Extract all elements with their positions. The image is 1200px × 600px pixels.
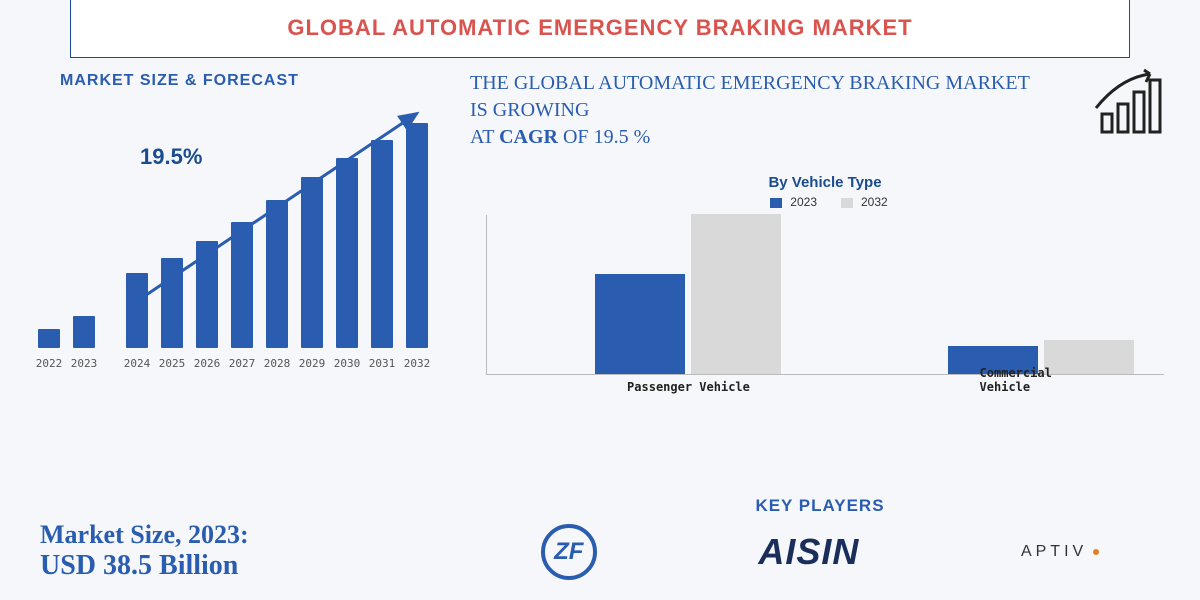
forecast-bar [266, 200, 288, 348]
forecast-year-label: 2024 [124, 357, 151, 370]
right-column: THE GLOBAL AUTOMATIC EMERGENCY BRAKING M… [470, 70, 1180, 151]
market-size-value: USD 38.5 Billion [40, 550, 249, 582]
forecast-year-label: 2022 [36, 357, 63, 370]
forecast-bar [196, 241, 218, 348]
forecast-bar [38, 329, 60, 348]
market-size-block: Market Size, 2023: USD 38.5 Billion [40, 520, 249, 582]
key-players-section: KEY PLAYERS ZF AISIN APTIV [460, 496, 1180, 586]
vehicle-type-title: By Vehicle Type [470, 174, 1180, 191]
legend-item: 2032 [833, 195, 888, 209]
legend-swatch [841, 198, 853, 208]
forecast-bar [231, 222, 253, 348]
headline-of: OF [558, 126, 594, 148]
headline-prefix: THE GLOBAL AUTOMATIC EMERGENCY BRAKING M… [470, 72, 1029, 121]
headline-cagr: CAGR [499, 126, 558, 148]
header-banner: GLOBAL AUTOMATIC EMERGENCY BRAKING MARKE… [70, 0, 1130, 58]
page-title: GLOBAL AUTOMATIC EMERGENCY BRAKING MARKE… [287, 16, 912, 40]
forecast-year-label: 2032 [404, 357, 431, 370]
vehicle-type-plot: Passenger VehicleCommercial Vehicle [486, 215, 1164, 375]
aptiv-dot-icon [1093, 549, 1099, 555]
vehicle-type-legend: 2023 2032 [470, 195, 1180, 209]
vt-category-label: Commercial Vehicle [980, 366, 1103, 394]
forecast-year-label: 2027 [229, 357, 256, 370]
forecast-bar-chart: 19.5% 2022 2023 2024 2025 2026 2027 2028 2029 20… [20, 96, 450, 376]
forecast-bar [73, 316, 95, 348]
key-players-title: KEY PLAYERS [460, 496, 1180, 516]
forecast-year-label: 2028 [264, 357, 291, 370]
vt-category-label: Passenger Vehicle [627, 380, 750, 394]
forecast-year-label: 2031 [369, 357, 396, 370]
forecast-plot-area [38, 104, 446, 348]
forecast-bar [371, 140, 393, 348]
market-size-year: Market Size, 2023: [40, 520, 249, 550]
zf-logo: ZF [541, 524, 597, 580]
vt-bar-2023 [595, 274, 685, 374]
headline-text: THE GLOBAL AUTOMATIC EMERGENCY BRAKING M… [470, 70, 1030, 151]
forecast-bar [126, 273, 148, 348]
key-players-logos: ZF AISIN APTIV [460, 522, 1180, 582]
aptiv-text: APTIV [1021, 543, 1087, 560]
forecast-section-label: MARKET SIZE & FORECAST [60, 72, 450, 90]
legend-item: 2023 [762, 195, 817, 209]
legend-swatch [770, 198, 782, 208]
headline-percent: 19.5 % [594, 126, 651, 148]
forecast-bar [336, 158, 358, 348]
forecast-year-label: 2030 [334, 357, 361, 370]
forecast-year-label: 2026 [194, 357, 221, 370]
vehicle-type-chart: By Vehicle Type 2023 2032 Passenger Vehic… [470, 174, 1180, 394]
aisin-logo: AISIN [758, 531, 859, 573]
growth-arrow-icon [1090, 68, 1170, 143]
vt-bar-2032 [691, 214, 781, 374]
aptiv-logo: APTIV [1021, 543, 1099, 561]
forecast-bar [161, 258, 183, 348]
forecast-bar [301, 177, 323, 348]
forecast-bar [406, 123, 428, 348]
forecast-growth-label: 19.5% [140, 144, 202, 170]
left-column: MARKET SIZE & FORECAST 19.5% 2022 2023 202… [20, 72, 450, 376]
forecast-year-label: 2029 [299, 357, 326, 370]
forecast-year-label: 2025 [159, 357, 186, 370]
headline-at: AT [470, 126, 499, 148]
forecast-year-label: 2023 [71, 357, 98, 370]
